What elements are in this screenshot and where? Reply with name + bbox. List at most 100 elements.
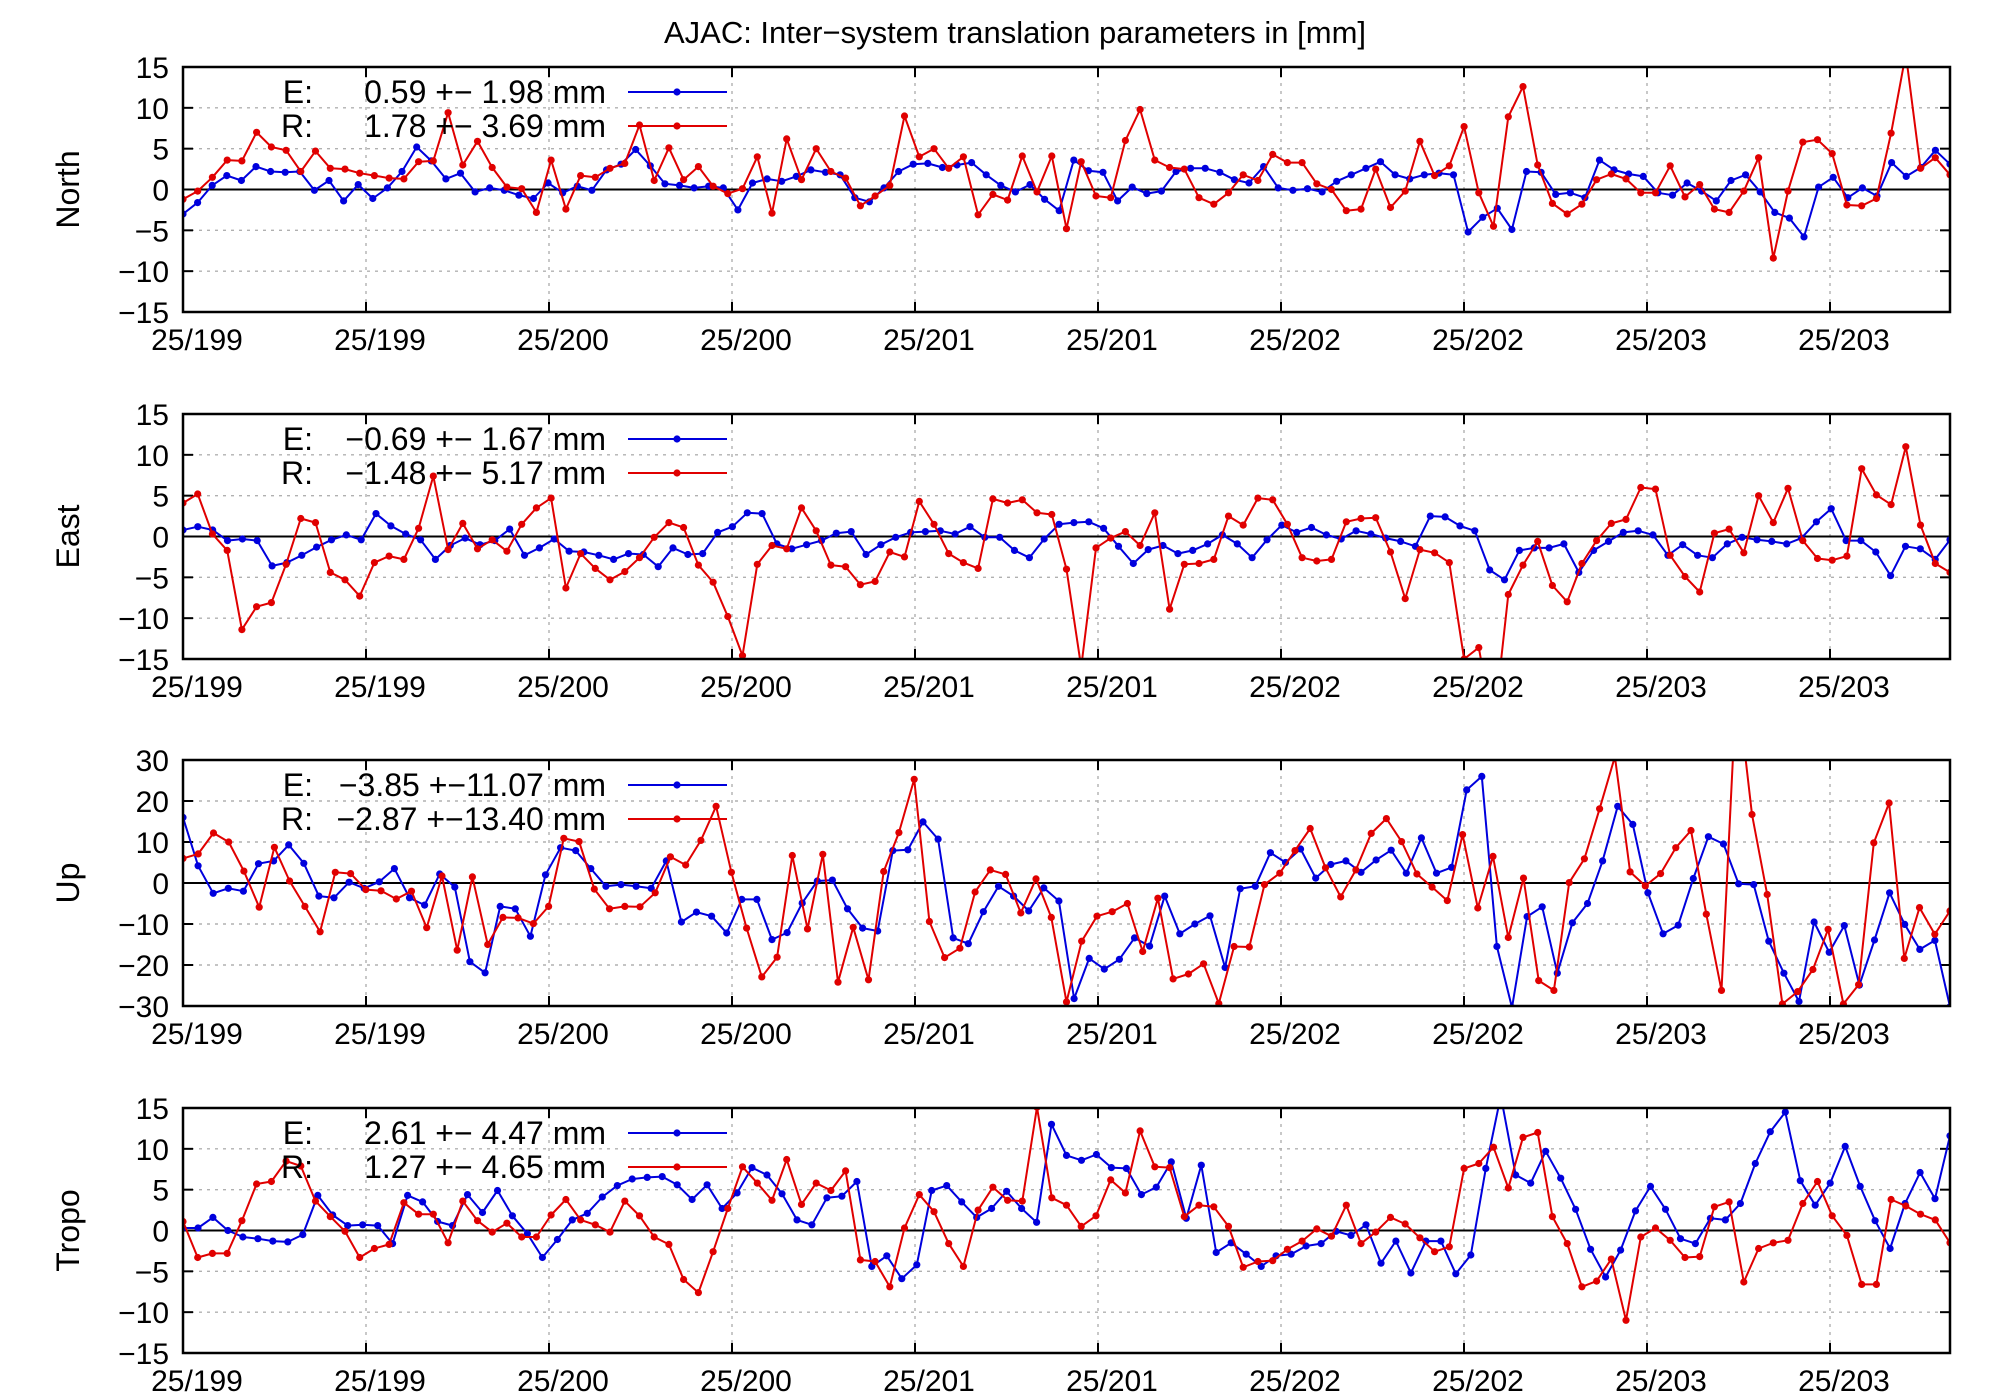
x-tick-label: 25/202 — [1432, 1365, 1524, 1398]
data-point — [1397, 537, 1405, 546]
legend-key: R: — [281, 801, 313, 837]
data-point — [1858, 184, 1866, 192]
data-point — [1157, 187, 1165, 195]
data-point — [1386, 203, 1395, 212]
y-tick-label: 5 — [152, 1175, 169, 1208]
data-point — [194, 850, 202, 858]
data-point — [1342, 857, 1350, 865]
data-point — [763, 1171, 771, 1179]
y-axis-label: East — [50, 504, 86, 568]
data-point — [1736, 1199, 1744, 1208]
data-point — [413, 143, 421, 151]
data-point — [438, 872, 446, 880]
data-point — [415, 158, 423, 166]
data-point — [1362, 164, 1370, 172]
data-point — [518, 1233, 526, 1241]
data-point — [718, 1204, 726, 1213]
y-tick-label: 20 — [136, 786, 169, 819]
data-point — [1527, 1179, 1535, 1187]
data-point — [1092, 544, 1100, 552]
x-tick-label: 25/201 — [883, 671, 975, 704]
data-point — [254, 860, 263, 868]
data-point — [930, 1208, 938, 1216]
x-tick-label: 25/199 — [151, 324, 243, 357]
data-point — [316, 928, 324, 936]
data-point — [1552, 190, 1560, 198]
data-point — [1416, 137, 1424, 145]
data-point — [1287, 1250, 1295, 1258]
data-point — [768, 541, 776, 550]
data-point — [1651, 1224, 1660, 1232]
data-point — [682, 861, 690, 869]
data-point — [724, 612, 732, 621]
x-tick-label: 25/199 — [151, 1018, 243, 1051]
data-point — [1931, 1195, 1939, 1203]
data-point — [238, 1217, 246, 1225]
series-E — [183, 772, 1950, 1006]
data-point — [892, 533, 900, 541]
x-tick-label: 25/203 — [1798, 324, 1890, 357]
data-point — [1269, 496, 1277, 504]
data-point — [1048, 1194, 1056, 1202]
data-point — [1479, 213, 1487, 221]
data-point — [979, 908, 988, 916]
data-point — [1766, 1128, 1774, 1136]
data-point — [1534, 537, 1542, 546]
data-point — [374, 1222, 382, 1230]
data-point — [392, 895, 400, 903]
y-tick-label: 0 — [152, 175, 169, 208]
x-tick-label: 25/203 — [1615, 671, 1707, 704]
data-point — [1604, 537, 1613, 546]
data-point — [1902, 1202, 1910, 1210]
y-tick-label: 0 — [152, 868, 169, 901]
data-point — [330, 894, 338, 902]
data-point — [423, 924, 431, 932]
data-point — [1242, 1250, 1250, 1258]
data-point — [915, 1191, 923, 1199]
data-point — [1717, 986, 1726, 995]
data-point — [532, 208, 541, 216]
data-point — [473, 137, 482, 145]
data-point — [1644, 889, 1652, 897]
data-point — [194, 523, 202, 531]
x-tick-label: 25/200 — [700, 671, 792, 704]
data-point — [1578, 1283, 1586, 1291]
data-point — [842, 563, 850, 571]
data-point — [1563, 1240, 1571, 1248]
data-point — [1382, 815, 1390, 823]
data-point — [267, 167, 275, 176]
data-point — [1535, 977, 1543, 985]
data-point — [313, 543, 321, 551]
data-point — [1780, 969, 1788, 977]
data-point — [1916, 1210, 1925, 1218]
data-point — [703, 1181, 711, 1189]
data-point — [1018, 1204, 1026, 1213]
data-point — [1002, 870, 1010, 879]
data-point — [803, 541, 811, 549]
data-point — [1352, 866, 1360, 874]
data-point — [369, 194, 377, 203]
data-point — [325, 176, 333, 185]
data-point — [1195, 194, 1203, 202]
data-point — [356, 1253, 364, 1262]
x-tick-label: 25/202 — [1249, 1365, 1341, 1398]
data-point — [311, 519, 320, 527]
data-point — [1137, 1191, 1145, 1199]
legend-stat: −2.87 +−13.40 mm — [336, 801, 606, 837]
data-point — [194, 199, 202, 207]
data-point — [1245, 179, 1253, 187]
data-point — [793, 1216, 801, 1224]
data-point — [1887, 572, 1895, 580]
data-point — [194, 1224, 202, 1232]
data-point — [1201, 164, 1209, 172]
data-point — [1161, 892, 1169, 900]
data-point — [269, 1237, 277, 1245]
data-point — [1504, 590, 1512, 599]
data-point — [515, 191, 523, 199]
data-point — [658, 1173, 666, 1181]
data-point — [1710, 205, 1718, 213]
data-point — [842, 1167, 850, 1175]
